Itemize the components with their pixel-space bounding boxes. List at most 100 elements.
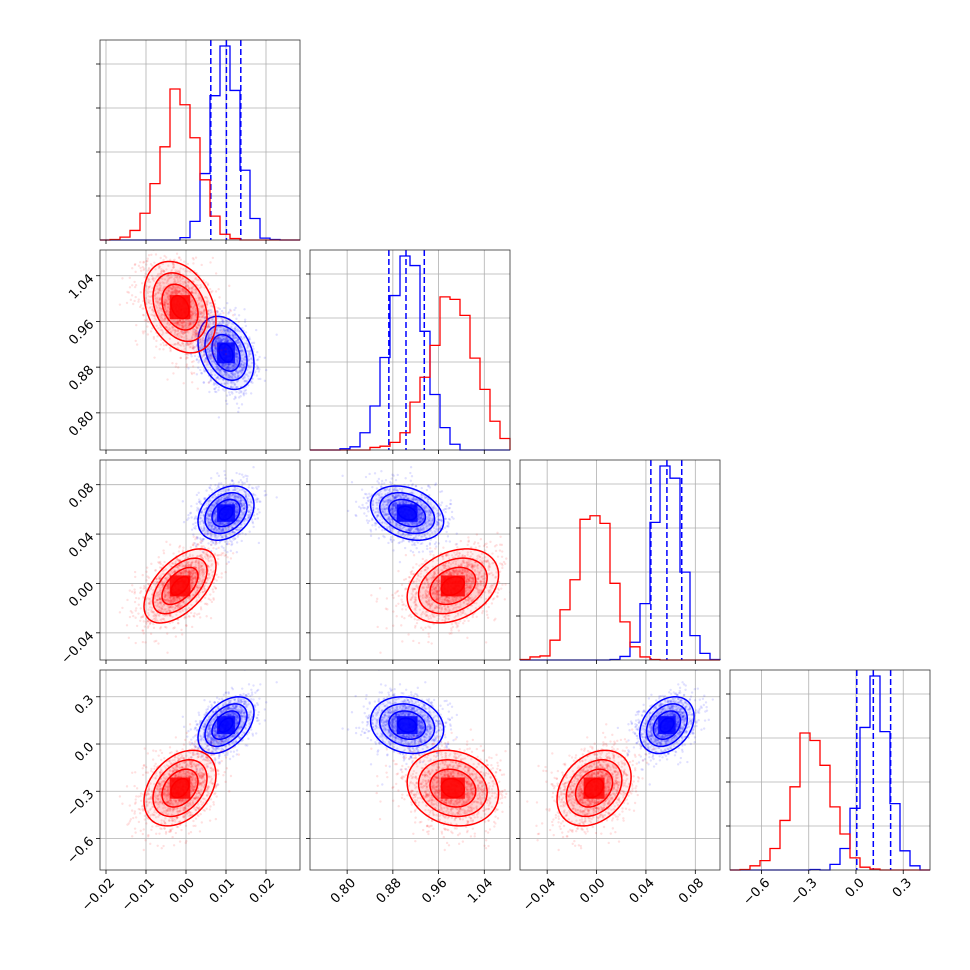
sample-point bbox=[237, 356, 240, 360]
sample-point bbox=[220, 364, 224, 367]
sample-point bbox=[183, 331, 186, 335]
sample-point bbox=[162, 313, 165, 316]
sample-point bbox=[209, 357, 212, 360]
sample-point bbox=[235, 355, 238, 359]
sample-point bbox=[263, 494, 267, 497]
sample-point bbox=[200, 320, 204, 323]
sample-point bbox=[219, 339, 223, 343]
sample-point bbox=[172, 627, 175, 630]
sample-point bbox=[142, 332, 145, 335]
sample-point bbox=[201, 311, 205, 315]
sample-point bbox=[191, 333, 195, 337]
sample-point bbox=[194, 328, 198, 331]
sample-point bbox=[236, 338, 240, 342]
sample-point bbox=[167, 310, 171, 313]
sample-point bbox=[244, 324, 248, 328]
sample-point bbox=[222, 328, 226, 331]
sample-point bbox=[139, 291, 142, 294]
sample-point bbox=[159, 338, 163, 342]
sample-point bbox=[226, 338, 230, 342]
sample-point bbox=[137, 603, 140, 606]
sample-point bbox=[169, 276, 172, 279]
sample-point bbox=[141, 307, 144, 310]
sample-point bbox=[163, 304, 167, 307]
sample-point bbox=[191, 256, 195, 260]
sample-point bbox=[181, 321, 184, 325]
sample-point bbox=[192, 360, 195, 363]
sample-point bbox=[201, 328, 204, 331]
sample-point bbox=[220, 545, 224, 548]
sample-point bbox=[188, 323, 191, 326]
sample-point bbox=[219, 340, 222, 343]
sample-point bbox=[239, 370, 242, 374]
sample-point bbox=[253, 371, 256, 374]
sample-point bbox=[220, 317, 224, 321]
sample-point bbox=[146, 259, 149, 263]
sample-point bbox=[231, 479, 234, 483]
sample-point bbox=[237, 374, 240, 378]
sample-point bbox=[275, 333, 278, 336]
sample-point bbox=[180, 329, 183, 333]
sample-point bbox=[216, 325, 220, 329]
sample-point bbox=[213, 387, 216, 391]
sample-point bbox=[228, 308, 232, 312]
sample-point bbox=[154, 318, 158, 322]
sample-point bbox=[172, 285, 175, 288]
sample-point bbox=[226, 340, 229, 343]
sample-point bbox=[214, 344, 218, 348]
sample-point bbox=[231, 364, 235, 367]
sample-point bbox=[215, 376, 218, 380]
sample-point bbox=[178, 319, 182, 322]
sample-point bbox=[181, 324, 184, 327]
sample-point bbox=[239, 369, 242, 373]
sample-point bbox=[180, 633, 184, 636]
sample-point bbox=[171, 262, 175, 265]
sample-point bbox=[209, 378, 213, 381]
sample-point bbox=[217, 388, 220, 392]
sample-point bbox=[208, 350, 211, 353]
sample-point bbox=[191, 306, 194, 309]
sample-point bbox=[206, 326, 209, 330]
sample-point bbox=[227, 318, 231, 322]
sample-point bbox=[163, 270, 166, 273]
sample-point bbox=[177, 321, 180, 324]
sample-point bbox=[182, 382, 185, 385]
sample-point bbox=[197, 323, 200, 327]
sample-point bbox=[244, 389, 248, 392]
sample-point bbox=[152, 276, 155, 279]
sample-point bbox=[217, 336, 220, 339]
sample-point bbox=[137, 612, 140, 615]
sample-point bbox=[174, 289, 177, 292]
sample-point bbox=[192, 330, 196, 334]
sample-point bbox=[177, 335, 180, 338]
sample-point bbox=[168, 286, 172, 289]
sample-point bbox=[220, 572, 223, 575]
sample-point bbox=[203, 320, 207, 323]
sample-point bbox=[188, 322, 192, 325]
sample-point bbox=[199, 339, 202, 342]
sample-point bbox=[229, 374, 232, 377]
sample-point bbox=[223, 470, 226, 473]
sample-point bbox=[203, 497, 206, 500]
sample-point bbox=[198, 296, 201, 299]
sample-point bbox=[163, 301, 166, 304]
sample-point bbox=[194, 292, 198, 295]
sample-point bbox=[256, 512, 259, 516]
sample-point bbox=[218, 296, 221, 299]
sample-point bbox=[198, 338, 201, 341]
sample-point bbox=[158, 297, 162, 300]
sample-point bbox=[233, 493, 236, 496]
sample-point bbox=[191, 347, 194, 350]
sample-point bbox=[175, 322, 179, 325]
sample-point bbox=[198, 297, 201, 300]
sample-point bbox=[186, 284, 190, 288]
sample-point bbox=[163, 318, 166, 322]
sample-point bbox=[235, 550, 239, 554]
sample-point bbox=[172, 263, 175, 267]
sample-point bbox=[175, 252, 179, 255]
sample-point bbox=[203, 308, 206, 311]
sample-point bbox=[203, 312, 206, 315]
sample-point bbox=[223, 340, 227, 343]
sample-point bbox=[212, 381, 216, 385]
sample-point bbox=[252, 466, 255, 469]
